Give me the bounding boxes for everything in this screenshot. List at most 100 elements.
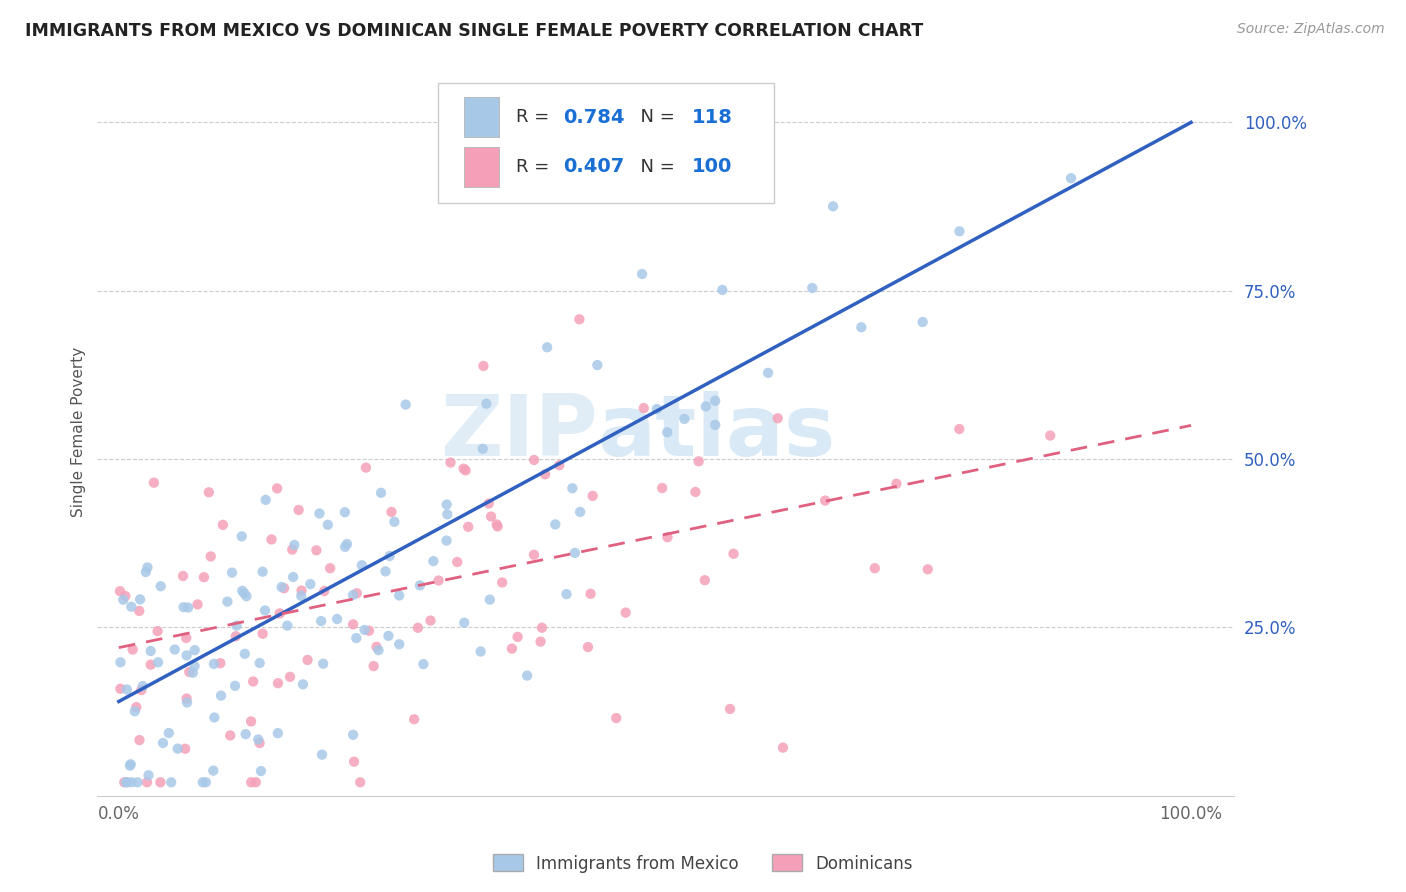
Point [350, 558, 373, 573]
Point [202, 657, 225, 671]
Point [179, 665, 201, 679]
Point [231, 583, 253, 598]
Text: atlas: atlas [598, 391, 835, 474]
Point [911, 315, 934, 329]
Point [645, 402, 668, 417]
Point [177, 600, 200, 615]
Point [363, 659, 385, 673]
Point [146, 655, 169, 669]
Point [136, 560, 159, 574]
Point [173, 600, 195, 615]
Point [266, 482, 288, 496]
Point [278, 670, 301, 684]
Text: N =: N = [630, 108, 681, 127]
Point [821, 199, 844, 213]
Point [110, 681, 132, 696]
Point [249, 656, 271, 670]
Point [471, 442, 494, 456]
Point [569, 505, 592, 519]
Point [115, 775, 138, 789]
Point [472, 359, 495, 373]
Point [176, 648, 198, 663]
Point [308, 507, 330, 521]
Point [529, 634, 551, 648]
Point [412, 657, 434, 672]
Point [436, 508, 458, 522]
Y-axis label: Single Female Poverty: Single Female Poverty [72, 347, 86, 517]
Point [863, 561, 886, 575]
Point [485, 517, 508, 532]
Point [772, 740, 794, 755]
Point [187, 598, 209, 612]
Point [501, 641, 523, 656]
Point [212, 517, 235, 532]
Point [174, 631, 197, 645]
Point [233, 586, 256, 600]
Point [1060, 171, 1083, 186]
Point [176, 691, 198, 706]
Point [269, 607, 291, 621]
FancyBboxPatch shape [464, 146, 499, 186]
Point [704, 417, 727, 432]
Point [247, 732, 270, 747]
Point [249, 736, 271, 750]
Point [267, 726, 290, 740]
Point [851, 320, 873, 334]
Point [688, 454, 710, 468]
Point [336, 537, 359, 551]
Point [614, 606, 637, 620]
Point [292, 677, 315, 691]
Point [374, 565, 396, 579]
Point [283, 570, 305, 584]
Point [377, 629, 399, 643]
Point [576, 640, 599, 654]
Point [290, 589, 312, 603]
Point [176, 696, 198, 710]
Point [766, 411, 789, 425]
Text: 0.784: 0.784 [564, 108, 624, 127]
Text: 0.407: 0.407 [564, 157, 624, 177]
Point [209, 689, 232, 703]
Point [128, 604, 150, 618]
Point [270, 580, 292, 594]
Point [136, 775, 159, 789]
Point [121, 642, 143, 657]
Point [311, 747, 333, 762]
Legend: Immigrants from Mexico, Dominicans: Immigrants from Mexico, Dominicans [486, 847, 920, 880]
Point [886, 476, 908, 491]
Point [530, 621, 553, 635]
Point [128, 733, 150, 747]
Point [209, 656, 232, 670]
Text: N =: N = [630, 158, 681, 176]
Point [124, 704, 146, 718]
Point [297, 653, 319, 667]
Point [422, 554, 444, 568]
Point [579, 587, 602, 601]
Point [342, 588, 364, 602]
Point [651, 481, 673, 495]
Point [219, 728, 242, 742]
Point [561, 481, 583, 495]
Point [260, 533, 283, 547]
Point [193, 570, 215, 584]
Point [917, 562, 939, 576]
Point [506, 630, 529, 644]
Point [367, 643, 389, 657]
Point [290, 583, 312, 598]
Point [120, 757, 142, 772]
Point [172, 569, 194, 583]
Point [544, 517, 567, 532]
Point [221, 566, 243, 580]
Point [326, 612, 349, 626]
Point [723, 547, 745, 561]
Point [378, 549, 401, 563]
Point [453, 615, 475, 630]
Point [354, 460, 377, 475]
Point [194, 775, 217, 789]
Point [202, 710, 225, 724]
Point [135, 565, 157, 579]
Point [478, 592, 501, 607]
Point [457, 520, 479, 534]
Point [491, 575, 513, 590]
Point [240, 714, 263, 729]
